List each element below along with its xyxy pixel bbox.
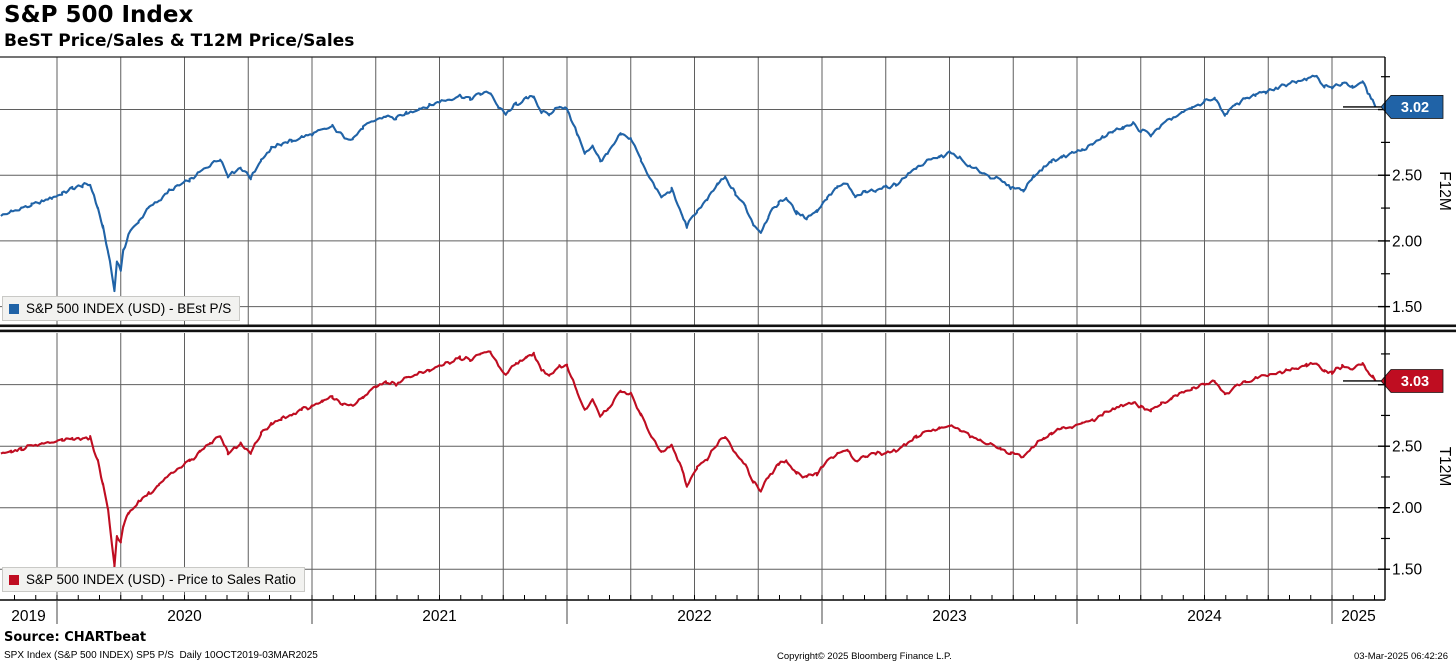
- legend-swatch-blue: [9, 303, 19, 314]
- panel-divider: [0, 329, 1456, 333]
- copyright-label: Copyright© 2025 Bloomberg Finance L.P.: [777, 651, 952, 662]
- x-year-label: 2021: [422, 608, 456, 625]
- legend-swatch-red: [9, 574, 19, 585]
- y-tick-label: 2.00: [1392, 500, 1423, 517]
- legend-label-price-to-sales: S&P 500 INDEX (USD) - Price to Sales Rat…: [26, 572, 296, 587]
- series-line-best_ps: [0, 74, 1377, 293]
- x-year-label: 2019: [11, 608, 45, 625]
- x-year-label: 2024: [1187, 608, 1222, 625]
- y-tick-label: 2.50: [1392, 168, 1423, 185]
- last-value-text: 3.03: [1401, 374, 1429, 390]
- last-value-tag-t12m_ps: [1380, 369, 1444, 393]
- x-year-label: 2022: [677, 608, 711, 625]
- axis-title-t12m: T12M: [1436, 447, 1453, 487]
- x-year-label: 2023: [932, 608, 966, 625]
- y-tick-label: 1.50: [1392, 562, 1423, 579]
- source-label: Source: CHARTbeat: [4, 630, 147, 645]
- page-subtitle: BeST Price/Sales & T12M Price/Sales: [4, 31, 355, 51]
- chart-meta-label: SPX Index (S&P 500 INDEX) SP5 P/S Daily …: [4, 650, 318, 661]
- x-year-label: 2020: [167, 608, 202, 625]
- legend-best-ps: S&P 500 INDEX (USD) - BEst P/S: [2, 296, 241, 321]
- x-year-label: 2025: [1341, 608, 1375, 625]
- last-value-text: 3.02: [1401, 100, 1429, 116]
- last-value-tag-best_ps: [1380, 95, 1444, 119]
- legend-label-best-ps: S&P 500 INDEX (USD) - BEst P/S: [26, 301, 232, 316]
- y-tick-label: 2.00: [1392, 233, 1423, 250]
- legend-price-to-sales: S&P 500 INDEX (USD) - Price to Sales Rat…: [2, 567, 305, 592]
- panel-divider: [0, 324, 1456, 328]
- series-line-t12m_ps: [0, 350, 1377, 568]
- axis-title-f12m: F12M: [1436, 171, 1453, 211]
- y-tick-label: 2.50: [1392, 439, 1423, 456]
- timestamp-label: 03-Mar-2025 06:42:26: [1353, 651, 1448, 662]
- page-title: S&P 500 Index: [4, 2, 194, 28]
- y-tick-label: 1.50: [1392, 299, 1423, 316]
